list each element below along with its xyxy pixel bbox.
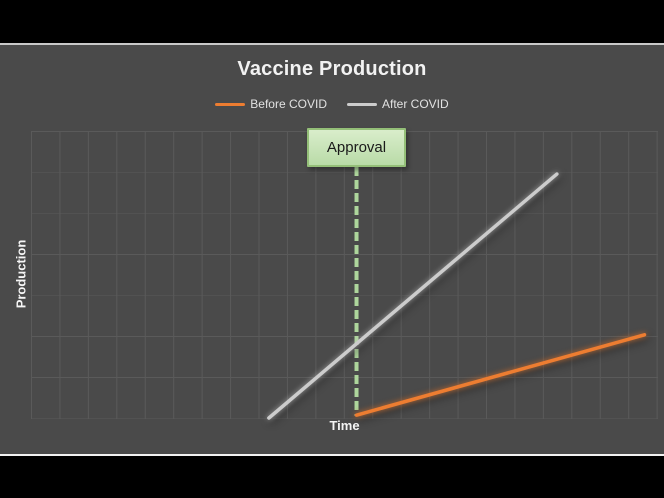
slide-canvas: Vaccine Production Before COVID After CO… [0,43,664,456]
x-axis-label: Time [329,418,360,433]
legend-item-before-covid: Before COVID [215,97,327,111]
legend-item-after-covid: After COVID [347,97,449,111]
chart-title: Vaccine Production [237,58,427,80]
approval-callout: Approval [307,128,407,167]
legend-swatch-after-covid [347,102,377,106]
legend-label: After COVID [382,97,449,111]
legend-label: Before COVID [250,97,327,111]
plot-grid [31,131,658,419]
chart-legend: Before COVID After COVID [0,96,664,112]
y-axis-label: Production [13,239,29,309]
letterbox-top [0,0,664,43]
legend-swatch-before-covid [215,102,246,106]
approval-label: Approval [326,139,387,156]
letterbox-bottom [0,456,664,498]
